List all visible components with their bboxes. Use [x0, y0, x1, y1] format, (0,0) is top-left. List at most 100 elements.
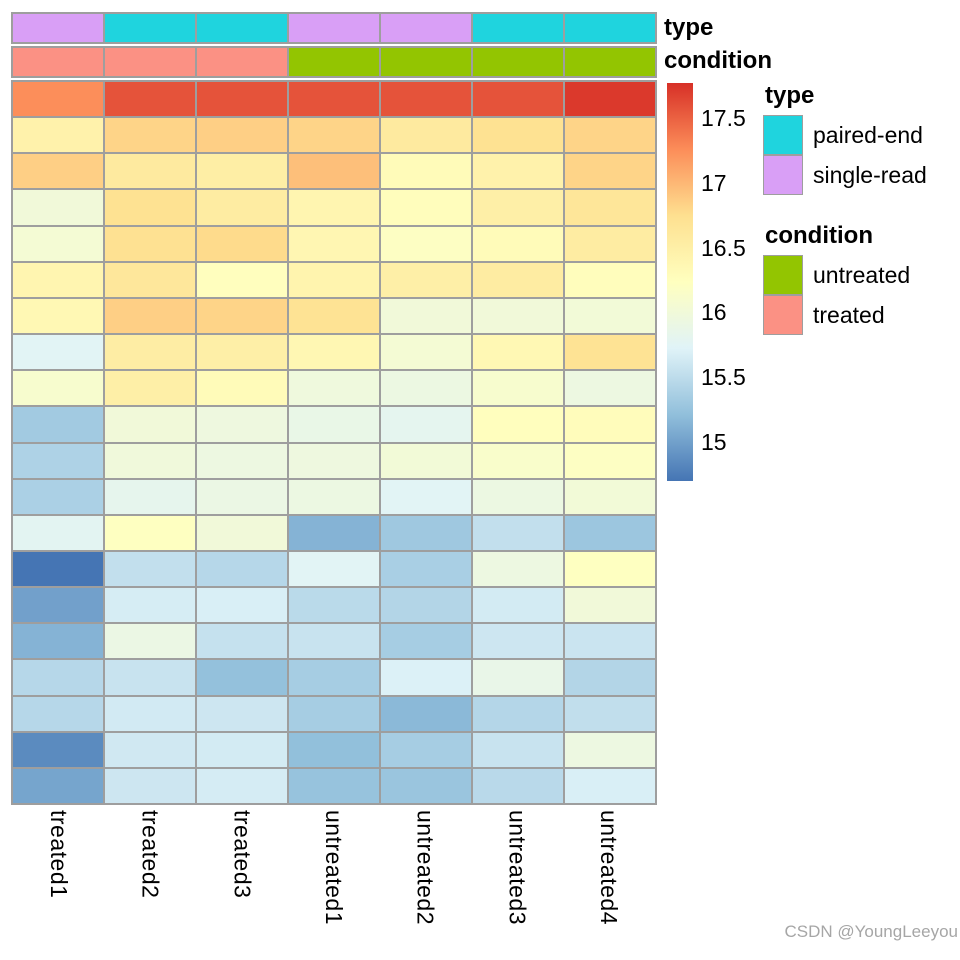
heatmap-cell: [105, 624, 195, 659]
heatmap-cell: [289, 696, 379, 731]
heatmap-cell: [289, 154, 379, 189]
heatmap-cell: [473, 732, 563, 767]
heatmap-cell: [13, 660, 103, 695]
heatmap-cell: [13, 335, 103, 370]
heatmap-cell: [381, 660, 471, 695]
watermark-text: CSDN @YoungLeeyou: [784, 922, 958, 941]
heatmap-cell: [565, 298, 655, 334]
heatmap-cell: [473, 696, 563, 731]
heatmap-cell: [381, 551, 471, 587]
x-axis-label: treated3: [229, 810, 256, 899]
annotation-cell: [105, 14, 195, 42]
heatmap-cell: [13, 732, 103, 767]
heatmap-cell: [289, 226, 379, 261]
heatmap-cell: [197, 768, 287, 803]
heatmap-cell: [105, 515, 195, 550]
heatmap-cell: [381, 371, 471, 406]
heatmap-cell: [565, 443, 655, 478]
heatmap-cell: [289, 118, 379, 153]
x-axis-label: untreated3: [504, 810, 531, 925]
heatmap-cell: [197, 732, 287, 767]
condition-legend-entries: untreated treated: [763, 255, 910, 335]
heatmap-cell: [105, 190, 195, 225]
heatmap-cell: [473, 588, 563, 623]
heatmap-cell: [105, 118, 195, 153]
heatmap-cell: [289, 190, 379, 225]
heatmap-cell: [473, 768, 563, 803]
annotation-cell: [381, 48, 471, 76]
legend-entry: untreated: [763, 255, 910, 295]
x-axis-labels: treated1 treated2 treated3 untreated1 untrea…: [11, 810, 657, 960]
heatmap-cell: [565, 371, 655, 406]
heatmap-cell: [289, 298, 379, 334]
heatmap-grid: [11, 80, 657, 805]
heatmap-cell: [197, 551, 287, 587]
heatmap-cell: [381, 588, 471, 623]
legend-swatch: [763, 115, 803, 155]
heatmap-cell: [473, 660, 563, 695]
heatmap-cell: [381, 82, 471, 117]
heatmap-cell: [473, 335, 563, 370]
heatmap-cell: [289, 407, 379, 442]
heatmap-cell: [105, 732, 195, 767]
heatmap-cell: [473, 515, 563, 550]
heatmap-cell: [197, 443, 287, 478]
heatmap-cell: [197, 298, 287, 334]
heatmap-cell: [197, 696, 287, 731]
heatmap-cell: [13, 298, 103, 334]
heatmap-cell: [197, 515, 287, 550]
heatmap-cell: [13, 82, 103, 117]
legend-swatch: [763, 255, 803, 295]
heatmap-cell: [289, 624, 379, 659]
colorbar-tick: 16: [701, 299, 727, 326]
colorbar-gradient: [667, 83, 693, 481]
condition-annotation-bar: [11, 46, 657, 78]
heatmap-cell: [13, 262, 103, 297]
heatmap-cell: [473, 226, 563, 261]
annotation-cell: [565, 48, 655, 76]
heatmap-cell: [13, 696, 103, 731]
heatmap-cell: [105, 82, 195, 117]
heatmap-cell: [105, 696, 195, 731]
heatmap-cell: [13, 551, 103, 587]
heatmap-cell: [381, 515, 471, 550]
heatmap-cell: [105, 226, 195, 261]
x-axis-label: treated2: [137, 810, 164, 899]
heatmap-cell: [105, 443, 195, 478]
heatmap-cell: [473, 443, 563, 478]
heatmap-cell: [381, 335, 471, 370]
heatmap-cell: [565, 154, 655, 189]
annotation-cell: [13, 14, 103, 42]
heatmap-cell: [197, 118, 287, 153]
heatmap-cell: [473, 262, 563, 297]
heatmap-cell: [105, 262, 195, 297]
heatmap-cell: [381, 696, 471, 731]
heatmap-cell: [13, 479, 103, 514]
heatmap-cell: [13, 588, 103, 623]
heatmap-cell: [565, 624, 655, 659]
colorbar-tick: 15.5: [701, 364, 746, 391]
heatmap-cell: [473, 479, 563, 514]
heatmap-cell: [197, 479, 287, 514]
heatmap-cell: [473, 118, 563, 153]
legend-entry: single-read: [763, 155, 927, 195]
heatmap-cell: [197, 335, 287, 370]
heatmap-cell: [565, 768, 655, 803]
heatmap-cell: [289, 335, 379, 370]
heatmap-cell: [565, 190, 655, 225]
heatmap-cell: [13, 768, 103, 803]
heatmap-cell: [565, 551, 655, 587]
heatmap-cell: [565, 515, 655, 550]
heatmap-cell: [13, 154, 103, 189]
annotation-cell: [197, 14, 287, 42]
heatmap-cell: [565, 479, 655, 514]
heatmap-cell: [105, 479, 195, 514]
heatmap-cell: [105, 298, 195, 334]
heatmap-cell: [13, 407, 103, 442]
heatmap-cell: [289, 732, 379, 767]
heatmap-cell: [105, 588, 195, 623]
heatmap-cell: [197, 624, 287, 659]
heatmap-cell: [381, 262, 471, 297]
heatmap-cell: [289, 515, 379, 550]
heatmap-cell: [13, 624, 103, 659]
